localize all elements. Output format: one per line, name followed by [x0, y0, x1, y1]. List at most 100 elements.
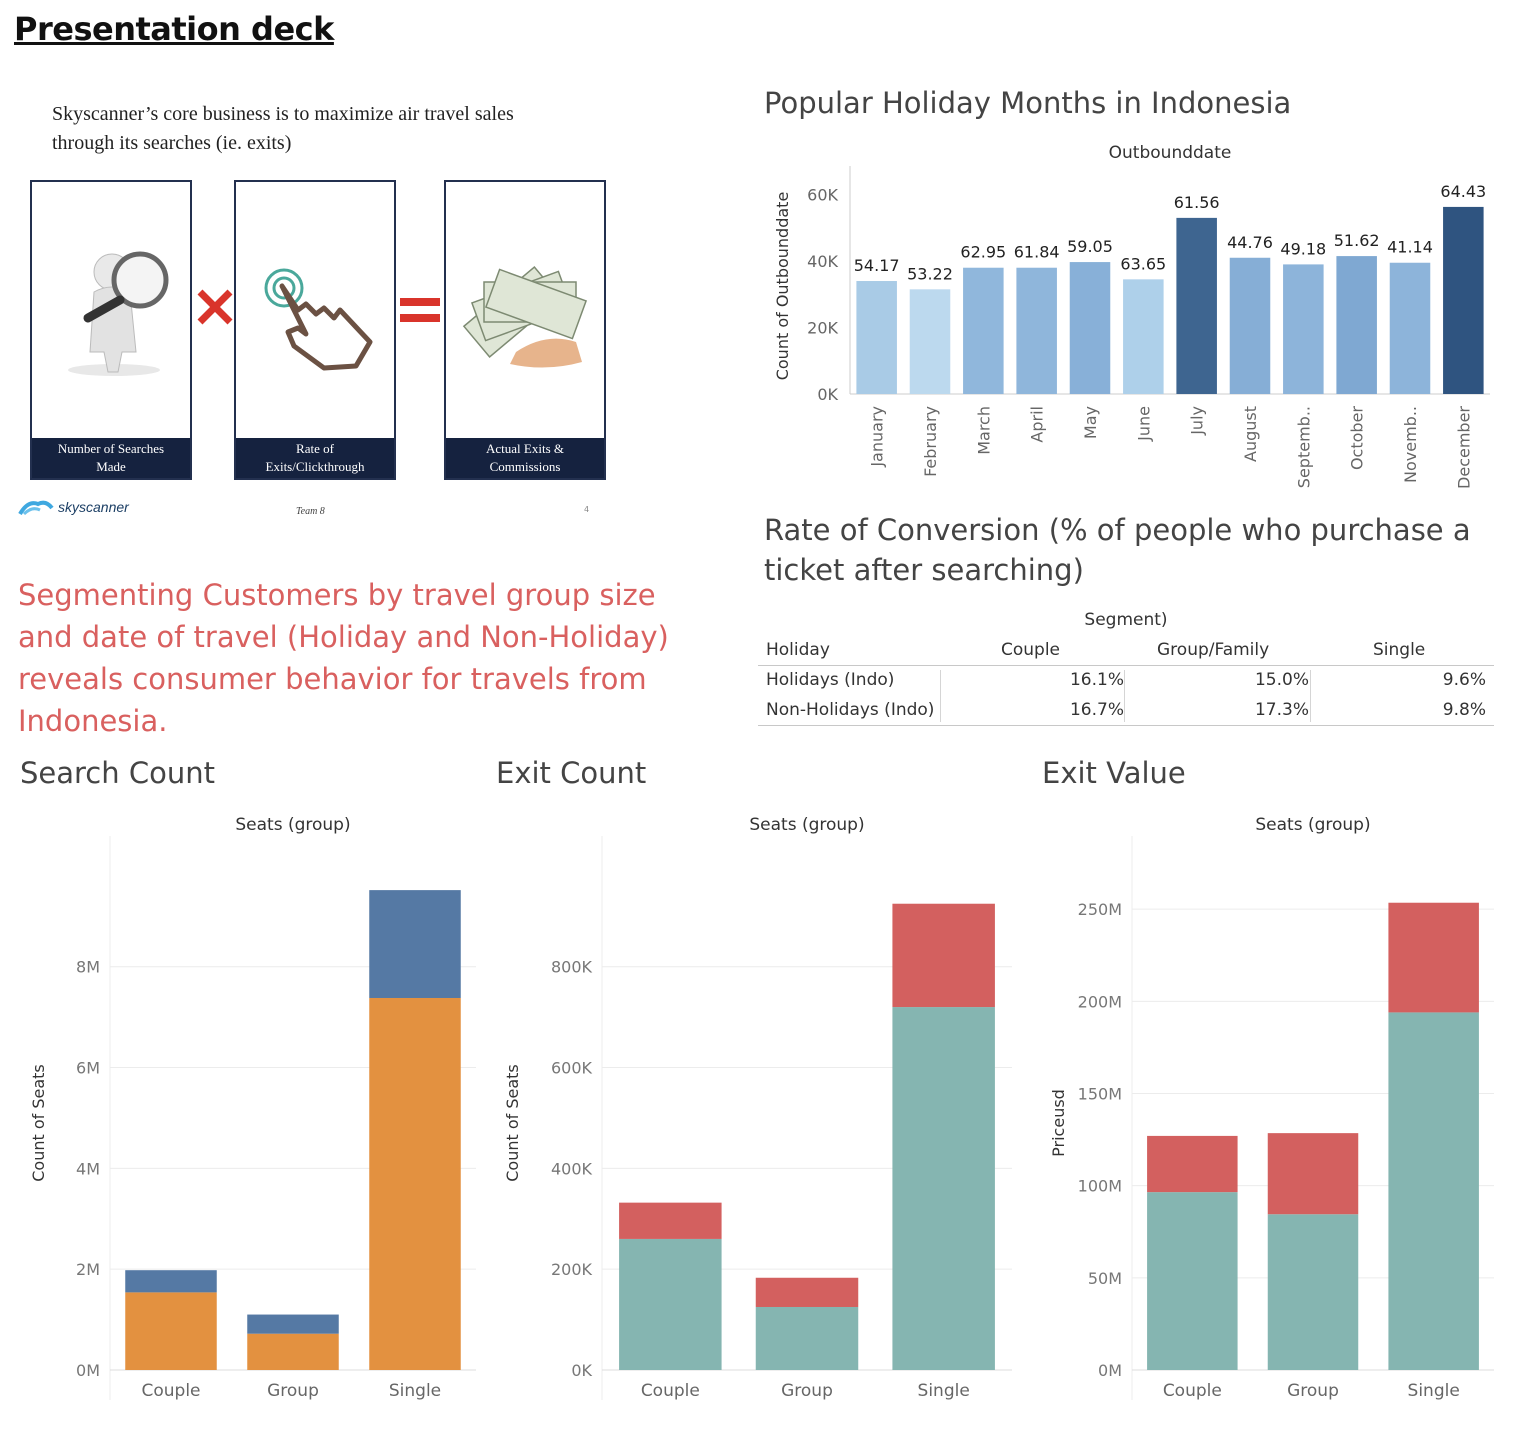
commissions-label: Actual Exits & Commissions [446, 438, 604, 478]
table-cell: 9.6% [1442, 670, 1486, 690]
data-label: 62.95 [960, 243, 1006, 262]
insight-text: Segmenting Customers by travel group siz… [18, 578, 669, 738]
y-tick-label: 200M [1078, 992, 1122, 1011]
chart-title: Outbounddate [1109, 143, 1232, 163]
data-label: 41.14 [1387, 238, 1433, 257]
data-label: 54.17 [854, 256, 900, 275]
pointing-hand-icon [264, 268, 373, 371]
slide-image: Skyscanner’s core business is to maximiz… [14, 90, 624, 530]
y-tick-label: 50M [1088, 1269, 1122, 1288]
y-tick-label: 6M [76, 1059, 100, 1078]
bar-segment [125, 1292, 217, 1370]
x-tick-label: Novemb.. [1401, 406, 1420, 483]
bar-segment [755, 1306, 859, 1370]
slide-team: Team 8 [296, 506, 325, 517]
search-count-title: Search Count [20, 756, 215, 790]
x-tick-label: Couple [1163, 1381, 1222, 1401]
table-divider [940, 670, 941, 722]
bar-segment [1388, 902, 1479, 1013]
data-label: 53.22 [907, 264, 953, 283]
y-tick-label: 40K [807, 252, 838, 271]
data-label: 51.62 [1334, 231, 1380, 250]
y-tick-label: 400K [551, 1159, 593, 1178]
row-label: Non-Holidays (Indo) [766, 700, 935, 720]
page-title: Presentation deck [14, 10, 334, 48]
y-tick-label: 20K [807, 319, 838, 338]
conversion-table: Segment) Holiday Couple Group/Family Sin… [758, 608, 1494, 730]
data-label: 49.18 [1280, 239, 1326, 258]
x-tick-label: Couple [641, 1381, 700, 1401]
y-tick-label: 800K [551, 958, 593, 977]
data-label: 61.84 [1014, 243, 1060, 262]
row-label: Holidays (Indo) [766, 670, 895, 690]
bar-segment [369, 997, 461, 1370]
slide-caption-line: Skyscanner’s core business is to maximiz… [52, 103, 514, 125]
exit-value-title: Exit Value [1042, 756, 1186, 790]
bar-segment [755, 1277, 859, 1307]
bar [909, 289, 951, 394]
equals-icon [400, 298, 440, 328]
bar-segment [892, 1007, 995, 1370]
y-axis-label: Count of Seats [503, 1064, 522, 1182]
exit-count-chart: Seats (group) Count of Seats 0K 200K 400K 600… [503, 815, 1012, 1401]
bar [1176, 217, 1217, 394]
x-tick-label: August [1241, 406, 1260, 462]
y-tick-label: 600K [551, 1059, 593, 1078]
x-tick-label: Single [389, 1381, 441, 1401]
y-axis-label: Count of Outbounddate [773, 192, 792, 381]
x-tick-label: October [1348, 406, 1367, 470]
x-tick-label: Single [1408, 1381, 1460, 1401]
bar-segment [1147, 1135, 1238, 1193]
bar-segment [1267, 1133, 1359, 1215]
chart-title: Seats (group) [749, 815, 864, 835]
data-label: 59.05 [1067, 237, 1113, 256]
table-divider [758, 725, 1494, 726]
magnifier-person-icon [68, 251, 169, 376]
search-count-chart: Seats (group) Count of Seats 0M 2M 4M 6M 8M Cou… [29, 815, 476, 1401]
bar [856, 281, 897, 394]
bar-segment [369, 890, 461, 998]
exit-value-chart: Seats (group) Priceusd 0M 50M 100M 150M 200M 25… [1049, 815, 1494, 1401]
column-header: Group/Family [1157, 640, 1270, 660]
x-tick-label: Group [1287, 1381, 1339, 1401]
x-tick-label: February [921, 406, 940, 477]
table-row: Non-Holidays (Indo) 16.7% 17.3% 9.8% [758, 696, 1494, 726]
x-tick-label: Septemb.. [1294, 406, 1313, 488]
y-tick-label: 250M [1078, 900, 1122, 919]
table-header-row: Holiday Couple Group/Family Single [758, 636, 1494, 666]
slide-page-number: 4 [584, 505, 590, 514]
y-tick-label: 8M [76, 958, 100, 977]
slide-caption: Skyscanner’s core business is to maximiz… [52, 100, 612, 158]
bar [1069, 262, 1111, 394]
table-divider [1310, 670, 1311, 722]
bar [1283, 264, 1324, 394]
bar [1229, 257, 1271, 394]
x-tick-label: June [1134, 406, 1153, 442]
bar [963, 267, 1004, 394]
bar [1123, 279, 1164, 394]
y-tick-label: 100M [1078, 1177, 1122, 1196]
x-tick-label: March [974, 406, 993, 455]
x-tick-label: December [1454, 406, 1473, 488]
bar-segment [1388, 1012, 1479, 1370]
money-icon [462, 266, 588, 368]
bar [1443, 206, 1484, 394]
bar-segment [1267, 1214, 1359, 1370]
y-tick-label: 0K [571, 1361, 592, 1380]
bar-segment [125, 1270, 217, 1293]
skyscanner-logo: skyscanner [18, 498, 129, 516]
segment-header: Segment) [1084, 610, 1168, 630]
chart-title: Seats (group) [1255, 815, 1370, 835]
table-cell: 16.7% [1069, 700, 1124, 720]
y-tick-label: 0M [1098, 1361, 1122, 1380]
exit-count-title: Exit Count [496, 756, 647, 790]
y-tick-label: 60K [807, 186, 838, 205]
table-divider [758, 665, 1494, 666]
table-cell: 9.8% [1442, 700, 1486, 720]
bar [1389, 262, 1431, 394]
column-header: Single [1373, 640, 1426, 660]
y-tick-label: 4M [76, 1159, 100, 1178]
bar-segment [619, 1238, 722, 1370]
x-tick-label: Single [918, 1381, 970, 1401]
commissions-box: Actual Exits & Commissions [444, 180, 606, 480]
